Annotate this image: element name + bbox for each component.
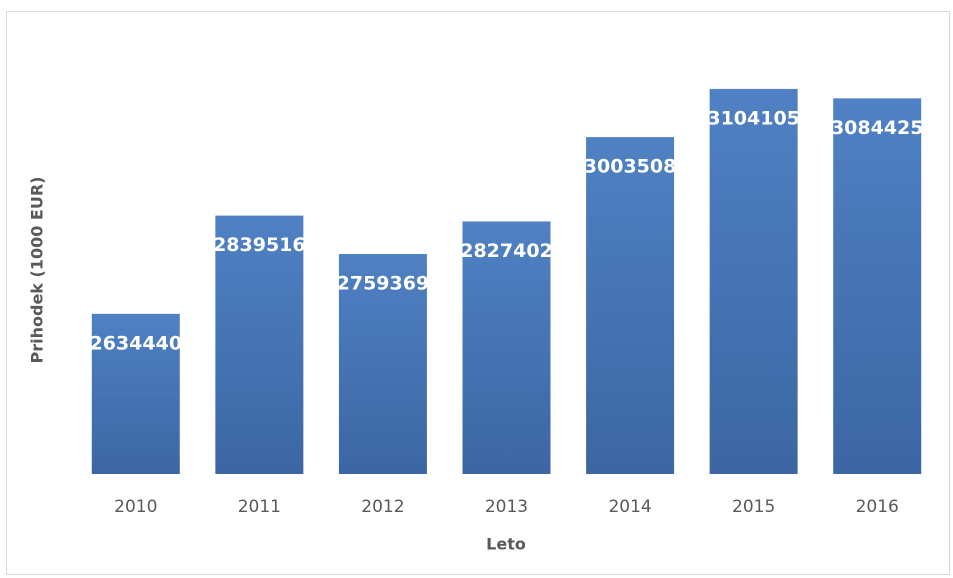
x-tick-label: 2013 (485, 497, 528, 517)
bar (91, 313, 180, 474)
value-label: 2839516 (213, 234, 306, 256)
bar (215, 215, 304, 474)
bar (709, 88, 798, 475)
x-tick-label: 2014 (608, 497, 651, 517)
bar (462, 221, 551, 474)
x-tick-label: 2012 (361, 497, 404, 517)
x-tick-label: 2016 (856, 497, 899, 517)
value-label: 2827402 (460, 240, 553, 262)
value-label: 3003508 (584, 156, 677, 178)
value-label: 3104105 (707, 107, 800, 129)
value-label: 3084425 (831, 117, 924, 139)
bar (338, 254, 427, 474)
value-label: 2634440 (90, 332, 183, 354)
bar (586, 137, 675, 474)
x-tick-label: 2011 (238, 497, 281, 517)
bar (833, 98, 922, 474)
x-axis-title: Leto (486, 535, 526, 554)
x-tick-label: 2015 (732, 497, 775, 517)
x-tick-label: 2010 (114, 497, 157, 517)
value-label: 2759369 (337, 273, 430, 295)
y-axis-title: Prihodek (1000 EUR) (28, 177, 47, 364)
